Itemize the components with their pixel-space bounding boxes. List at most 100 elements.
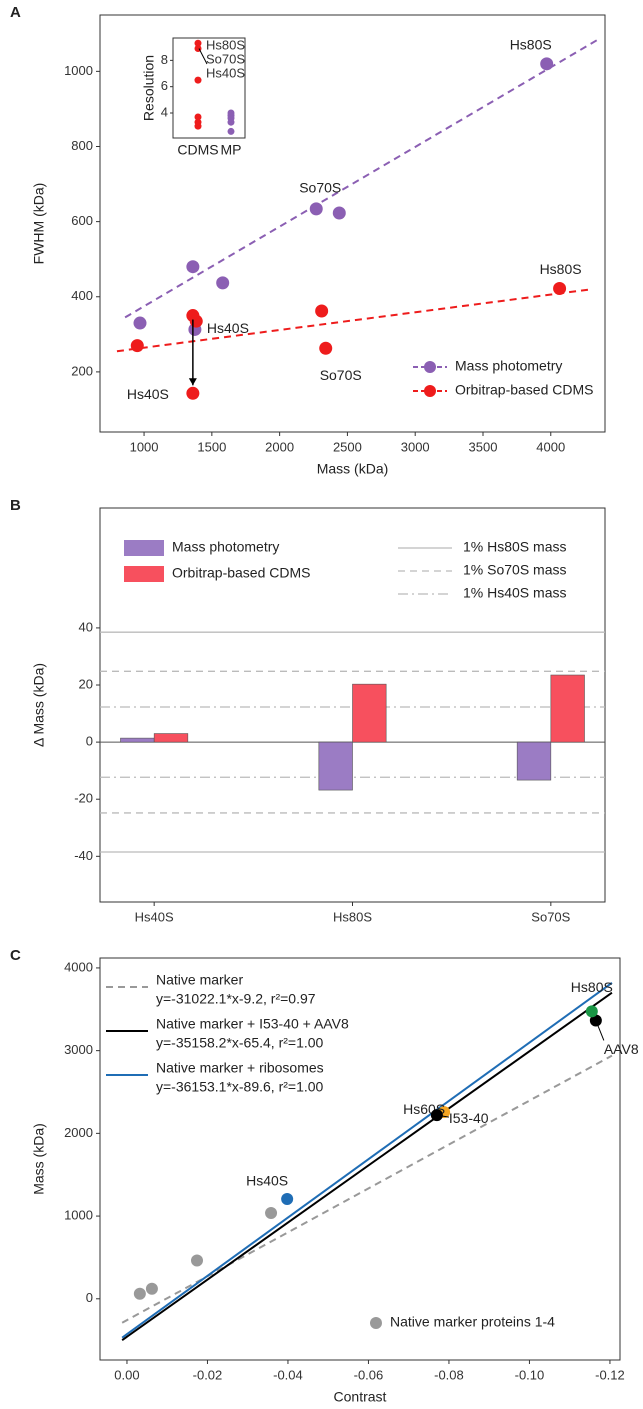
y-tick-label: -20	[74, 791, 93, 806]
x-tick-label: -0.04	[273, 1367, 303, 1382]
legend-swatch	[124, 566, 164, 582]
legend-label: Orbitrap-based CDMS	[455, 382, 594, 398]
y-axis-title: FWHM (kDa)	[31, 183, 47, 265]
y-axis-title: Δ Mass (kDa)	[31, 663, 47, 747]
plot-frame	[99, 957, 621, 1361]
data-point	[585, 1005, 598, 1018]
bar	[516, 741, 552, 781]
y-tick-label: 1000	[64, 63, 93, 78]
legend-label: 1% So70S mass	[463, 562, 567, 578]
inset-annotation: Hs80S	[206, 37, 245, 52]
x-axis-title: Contrast	[334, 1389, 387, 1405]
data-point	[130, 339, 144, 353]
point-label: Hs80S	[571, 979, 613, 995]
inset-category: CDMS	[177, 142, 218, 158]
inset-point	[227, 127, 235, 135]
inset-y-tick-label: 8	[161, 52, 168, 67]
inset-leader	[198, 48, 208, 65]
legend-marker	[370, 1317, 382, 1329]
leader-line	[595, 1020, 605, 1041]
x-tick-label: 0.00	[114, 1367, 139, 1382]
bar	[550, 674, 585, 743]
x-tick-label: 1000	[130, 439, 159, 454]
data-point	[133, 316, 147, 330]
legend-label: 1% Hs40S mass	[463, 585, 566, 601]
x-axis-title: Mass (kDa)	[317, 461, 389, 477]
y-tick-label: 0	[86, 1290, 93, 1305]
data-point	[145, 1282, 158, 1295]
fit-line	[121, 982, 613, 1339]
x-tick-label: -0.12	[595, 1367, 625, 1382]
y-tick-label: 1000	[64, 1208, 93, 1223]
data-point	[281, 1192, 294, 1205]
x-tick-label: 3500	[469, 439, 498, 454]
legend-equation: y=-31022.1*x-9.2, r²=0.97	[156, 991, 316, 1007]
panel-label: A	[10, 4, 21, 21]
point-label: So70S	[299, 180, 341, 196]
inset-category: MP	[221, 142, 242, 158]
panel-label: C	[10, 947, 21, 964]
data-point	[133, 1287, 146, 1300]
x-tick-label: -0.02	[193, 1367, 223, 1382]
data-point	[315, 304, 329, 318]
x-tick-label: -0.08	[434, 1367, 464, 1382]
fit-line	[116, 288, 592, 353]
y-tick-label: 2000	[64, 1125, 93, 1140]
fit-line	[121, 991, 613, 1341]
legend-swatch	[124, 540, 164, 556]
legend-label: 1% Hs80S mass	[463, 539, 566, 555]
point-label: Hs80S	[510, 37, 552, 53]
inset-y-tick-label: 4	[161, 104, 168, 119]
legend-marker	[424, 361, 436, 373]
fit-line	[124, 38, 599, 319]
x-tick-label: So70S	[531, 909, 570, 924]
data-point	[216, 276, 230, 290]
data-point	[186, 386, 200, 400]
inset-point	[194, 122, 202, 130]
legend-equation: y=-35158.2*x-65.4, r²=1.00	[156, 1035, 324, 1051]
inset-point	[194, 113, 202, 121]
point-label: So70S	[320, 367, 362, 383]
x-tick-label: 4000	[536, 439, 565, 454]
inset-point	[194, 39, 202, 47]
legend-label: Native marker	[156, 972, 243, 988]
point-label: AAV8	[604, 1041, 639, 1057]
legend-label: Orbitrap-based CDMS	[172, 565, 311, 581]
data-point	[553, 281, 567, 295]
data-point	[189, 314, 203, 328]
x-tick-label: -0.06	[354, 1367, 384, 1382]
y-tick-label: 20	[79, 676, 93, 691]
point-label: Hs40S	[207, 320, 249, 336]
y-tick-label: 3000	[64, 1042, 93, 1057]
point-label: I53-40	[449, 1110, 489, 1126]
y-tick-label: 40	[79, 619, 93, 634]
bar	[153, 733, 189, 743]
y-tick-label: 4000	[64, 959, 93, 974]
y-tick-label: 400	[71, 288, 93, 303]
y-tick-label: 200	[71, 363, 93, 378]
data-point	[319, 341, 333, 355]
data-point	[332, 206, 346, 220]
y-tick-label: 0	[86, 734, 93, 749]
point-label: Hs40S	[127, 386, 169, 402]
data-point	[265, 1207, 278, 1220]
y-tick-label: 800	[71, 138, 93, 153]
legend-label: Native marker + ribosomes	[156, 1060, 324, 1076]
legend-label: Native marker proteins 1-4	[390, 1314, 555, 1330]
legend-label: Mass photometry	[172, 539, 279, 555]
inset-y-title: Resolution	[141, 55, 157, 121]
bar	[120, 737, 155, 743]
leader-line	[436, 1114, 449, 1118]
data-point	[309, 202, 323, 216]
legend-equation: y=-36153.1*x-89.6, r²=1.00	[156, 1079, 324, 1095]
bar	[352, 683, 387, 743]
data-point	[540, 57, 554, 71]
data-point	[186, 260, 200, 274]
fit-line	[121, 1054, 613, 1324]
inset-point	[227, 118, 235, 126]
inset-y-tick-label: 6	[161, 78, 168, 93]
data-point	[190, 1254, 203, 1267]
plot-frame	[99, 14, 606, 433]
y-axis-title: Mass (kDa)	[31, 1123, 47, 1195]
